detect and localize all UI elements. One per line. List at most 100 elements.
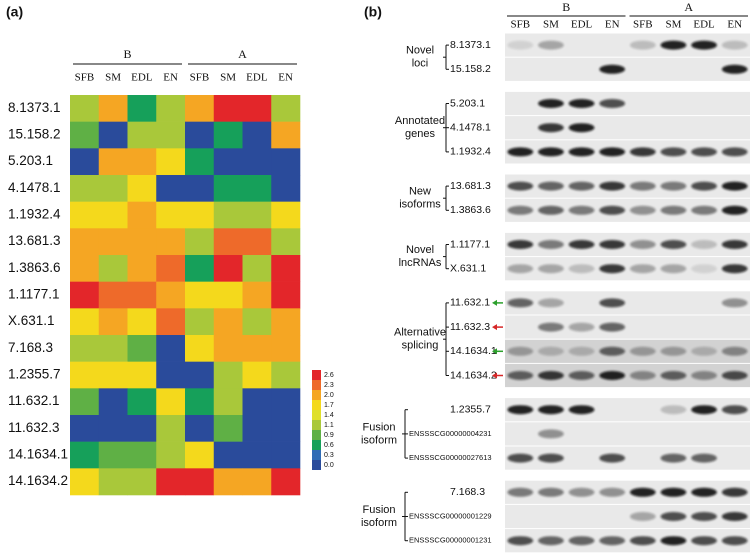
gel-strip <box>505 422 750 446</box>
gel-band <box>538 205 564 215</box>
heatmap-cell <box>271 121 301 149</box>
gel-band <box>691 240 717 249</box>
heatmap-cell <box>127 415 157 442</box>
colorbar-tick-label: 1.7 <box>324 402 334 409</box>
heatmap-cell <box>213 468 243 496</box>
gel-band <box>691 371 717 380</box>
gel-band <box>568 405 595 415</box>
gel-band <box>599 99 626 108</box>
gel-strip <box>505 91 750 116</box>
gel-band <box>599 64 626 74</box>
heatmap-cell <box>98 388 128 416</box>
heatmap-cell <box>213 255 243 282</box>
gel-band <box>691 453 717 463</box>
heatmap-cell <box>271 281 301 309</box>
gel-band <box>660 405 687 415</box>
heatmap-cell <box>156 281 186 309</box>
gel-band <box>507 346 534 356</box>
row-label: 11.632.3 <box>8 420 60 435</box>
gel-band <box>507 240 534 249</box>
gel-band <box>568 346 595 356</box>
gel-band <box>568 99 595 108</box>
gel-band <box>721 512 748 521</box>
heatmap-cell <box>271 148 301 176</box>
heatmap-cell <box>98 308 128 336</box>
gel-band <box>538 322 564 332</box>
heatmap-cell <box>213 148 243 176</box>
heatmap-cell <box>127 308 157 336</box>
heatmap-cell <box>185 95 215 122</box>
heatmap-cell <box>70 388 100 416</box>
gel-band <box>507 205 534 215</box>
heatmap-cell <box>70 148 100 176</box>
column-label: EN <box>278 72 293 84</box>
gel-band <box>507 147 534 157</box>
colorbar-swatch <box>312 460 321 470</box>
gel-band <box>721 64 748 74</box>
gel-band <box>599 147 626 157</box>
gel-band <box>721 147 748 157</box>
section-label: Annotated <box>395 115 445 127</box>
heatmap-cell <box>271 361 301 389</box>
row-label: 1.1932.4 <box>8 207 61 222</box>
row-label: ENSSSCG00000001231 <box>409 536 492 545</box>
gel-band <box>721 205 748 215</box>
heatmap-cell <box>185 255 215 282</box>
heatmap-cell <box>70 228 100 256</box>
panel-label: (a) <box>6 4 23 20</box>
gel-strip <box>505 33 750 57</box>
heatmap-cell <box>127 175 157 202</box>
section-label: isoforms <box>399 199 441 211</box>
gel-band <box>538 123 564 133</box>
colorbar-swatch <box>312 440 321 450</box>
row-label: ENSSSCG00000004231 <box>409 429 492 438</box>
gel-band <box>568 536 595 546</box>
heatmap-cell <box>70 361 100 389</box>
heatmap-cell <box>271 388 301 416</box>
gel-band <box>660 536 687 546</box>
gel-band <box>660 240 687 249</box>
section-label: Novel <box>406 244 434 256</box>
gel-band <box>507 487 534 497</box>
heatmap-cell <box>185 361 215 389</box>
gel-band <box>629 205 656 215</box>
lane-label: SFB <box>633 19 653 31</box>
colorbar-tick-label: 0.0 <box>324 462 334 469</box>
gel-band <box>629 346 656 356</box>
heatmap-cell <box>156 415 186 442</box>
gel-band <box>721 371 748 380</box>
heatmap-cell <box>242 441 272 469</box>
heatmap-cell <box>185 281 215 309</box>
heatmap-cell <box>242 281 272 309</box>
gel-band <box>691 181 717 191</box>
gel-band <box>599 264 626 274</box>
gel-strip <box>505 339 750 363</box>
gel-band <box>507 181 534 191</box>
row-label: X.631.1 <box>450 262 486 274</box>
gel-band <box>538 298 564 308</box>
section-label: Fusion <box>362 421 395 433</box>
heatmap-cell <box>156 121 186 149</box>
colorbar-swatch <box>312 410 321 420</box>
heatmap-cell <box>213 121 243 149</box>
lane-label: EDL <box>693 19 715 31</box>
gel-band <box>538 453 564 463</box>
heatmap-cell <box>127 228 157 256</box>
heatmap-cell <box>213 95 243 122</box>
heatmap-cell <box>98 228 128 256</box>
heatmap-cell <box>185 121 215 149</box>
row-label: 8.1373.1 <box>8 100 61 115</box>
row-label: 11.632.1 <box>8 393 60 408</box>
colorbar-tick-label: 1.1 <box>324 422 334 429</box>
heatmap-cell <box>98 201 128 229</box>
heatmap-cell <box>271 201 301 229</box>
heatmap-cell <box>156 468 186 496</box>
heatmap-cell <box>271 308 301 336</box>
heatmap-cell <box>70 121 100 149</box>
gel-band <box>568 181 595 191</box>
gel-band <box>660 205 687 215</box>
colorbar-tick-label: 0.9 <box>324 432 334 439</box>
heatmap-cell <box>70 175 100 202</box>
heatmap-cell <box>156 335 186 362</box>
gel-band <box>538 240 564 249</box>
